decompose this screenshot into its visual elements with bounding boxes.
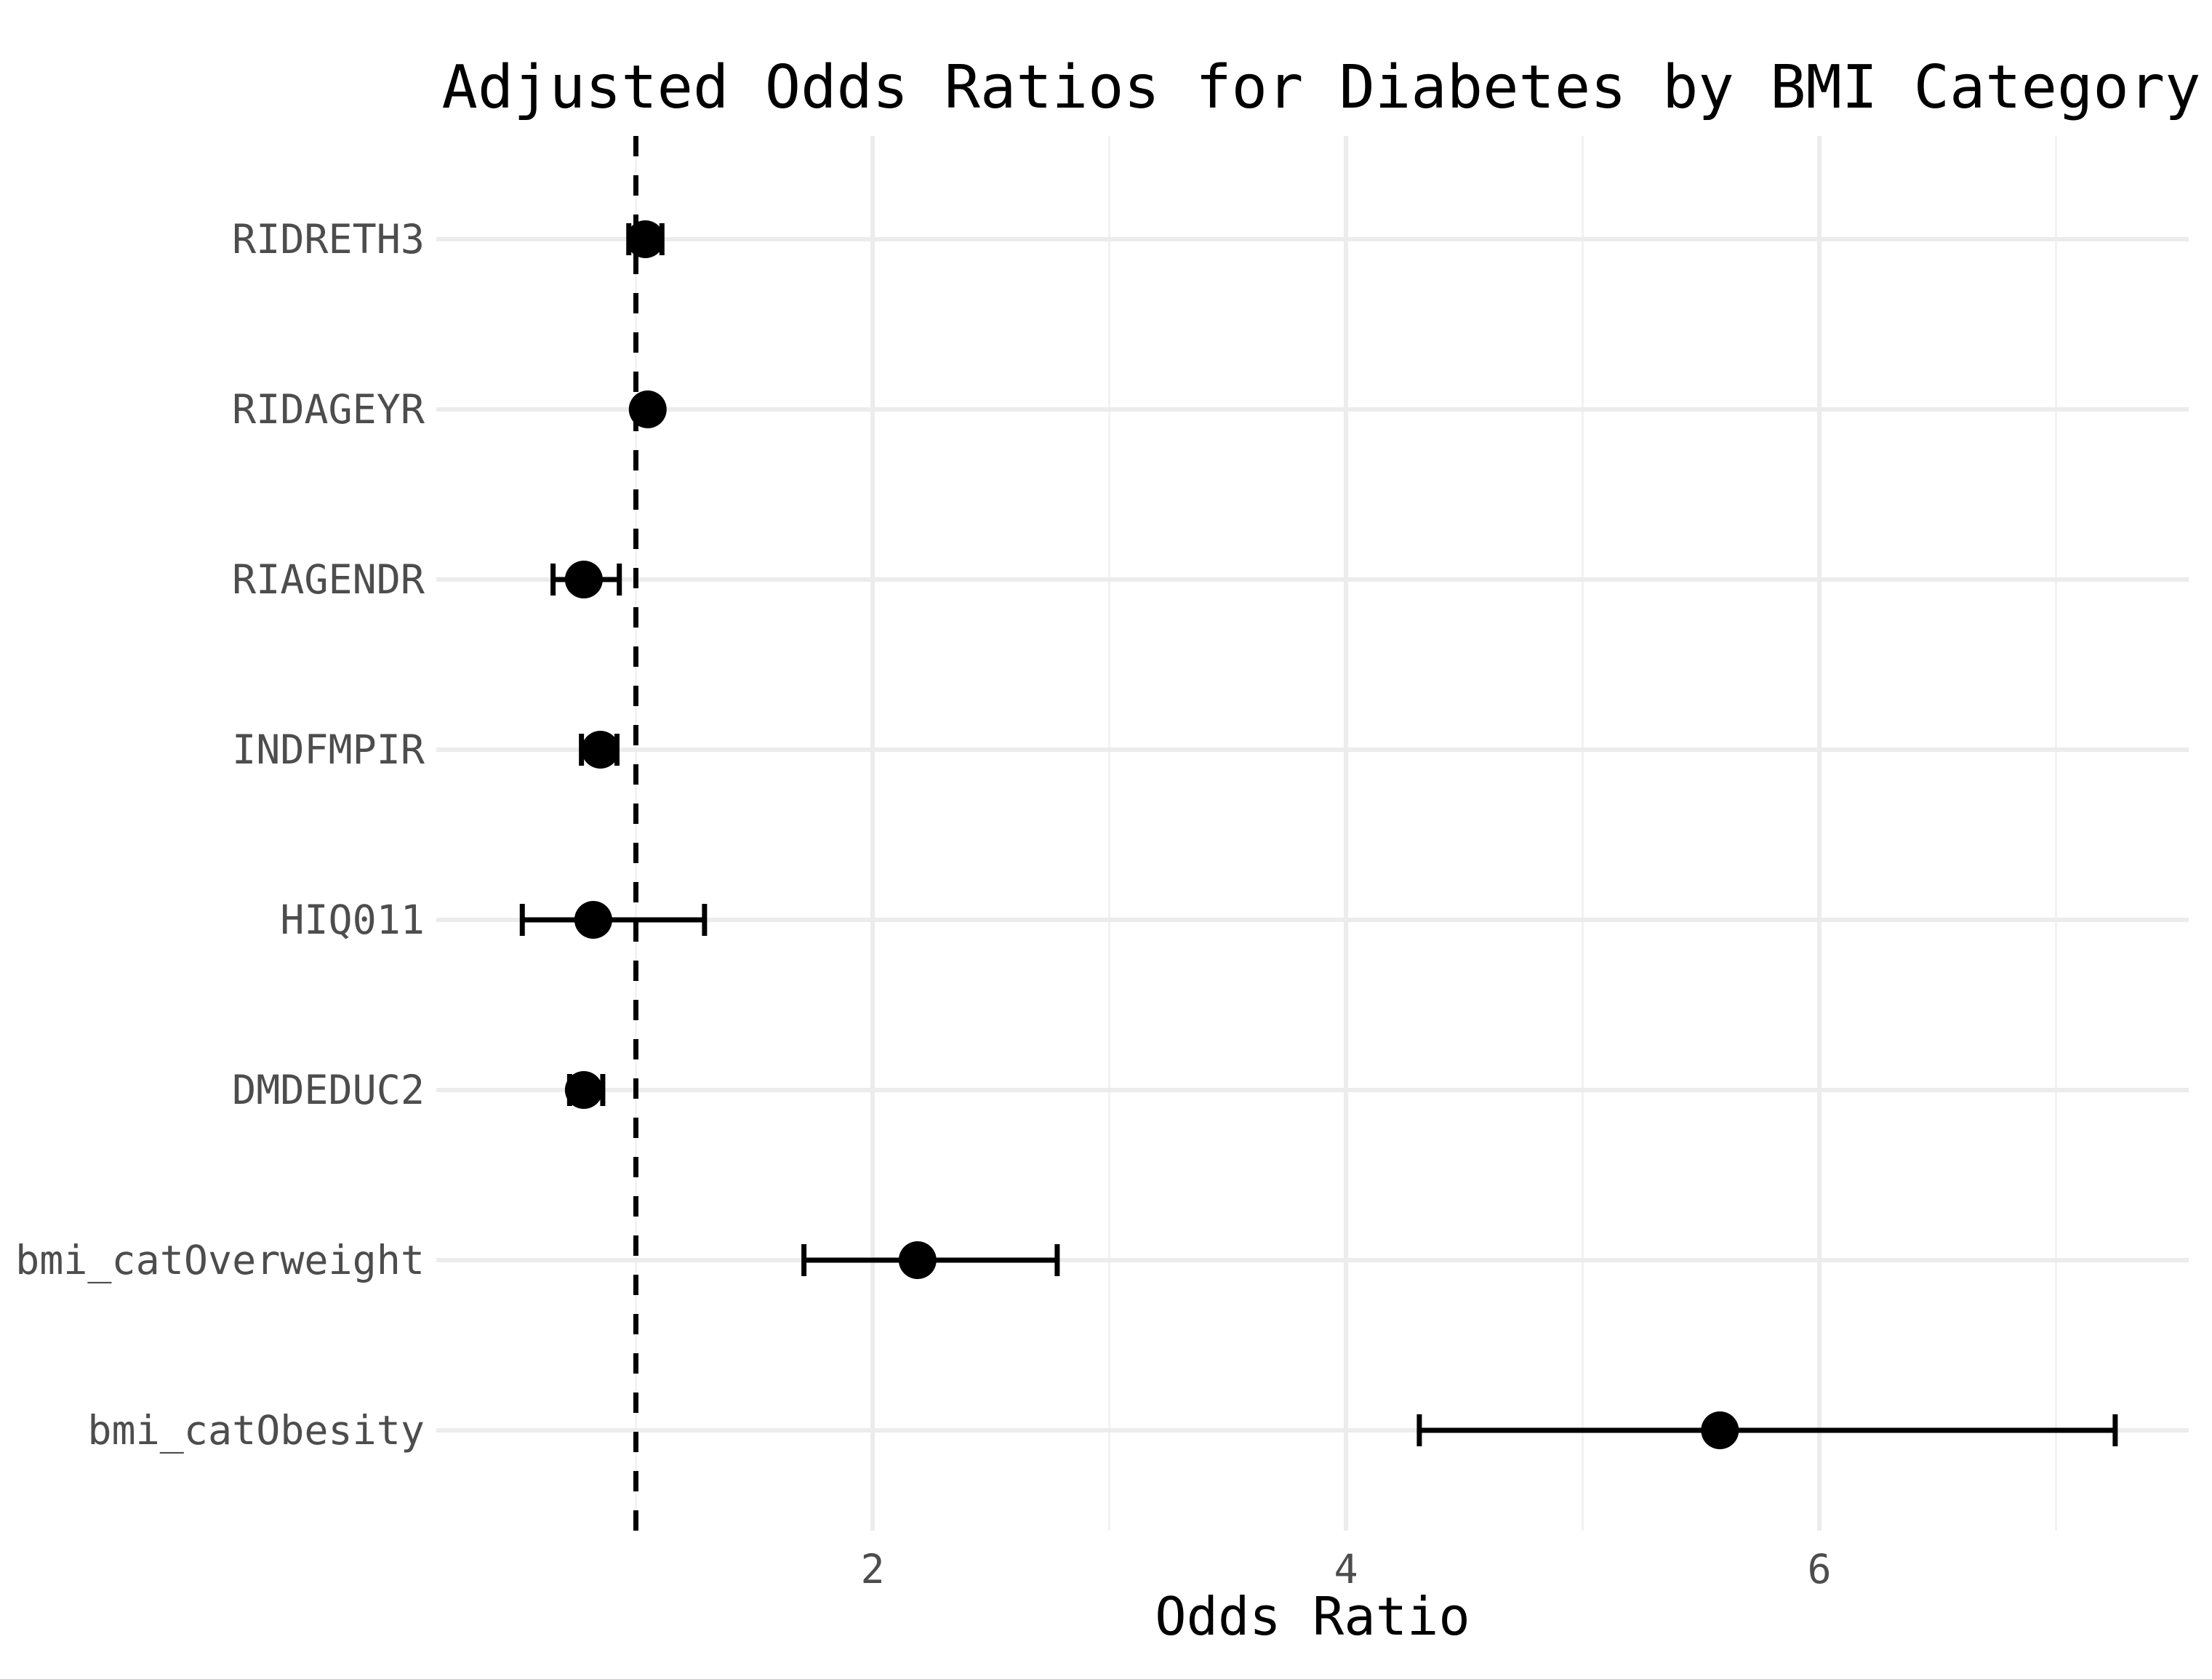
or-point-marker: [581, 731, 620, 769]
or-point-marker: [564, 1071, 603, 1109]
y-axis-label: bmi_catObesity: [87, 1407, 425, 1454]
or-point-marker: [574, 901, 612, 939]
or-point-marker: [628, 390, 667, 428]
y-axis-label: RIAGENDR: [232, 556, 425, 603]
y-axis-label: DMDEDUC2: [232, 1067, 425, 1113]
x-tick-label: 2: [860, 1546, 885, 1592]
y-axis-label: RIDRETH3: [232, 216, 425, 263]
plot-title: Adjusted Odds Ratios for Diabetes by BMI…: [441, 53, 2201, 122]
x-tick-label: 4: [1334, 1546, 1358, 1592]
y-axis-label: bmi_catOverweight: [15, 1237, 425, 1283]
or-point-marker: [1701, 1411, 1739, 1449]
or-point-marker: [626, 220, 665, 258]
y-axis-label: RIDAGEYR: [232, 386, 425, 433]
x-axis-title: Odds Ratio: [1155, 1586, 1470, 1647]
y-axis-label: HIQ011: [280, 897, 425, 943]
x-tick-label: 6: [1807, 1546, 1832, 1592]
or-point-marker: [898, 1241, 937, 1279]
y-axis-label: INDFMPIR: [232, 726, 425, 773]
or-point-marker: [564, 561, 603, 598]
